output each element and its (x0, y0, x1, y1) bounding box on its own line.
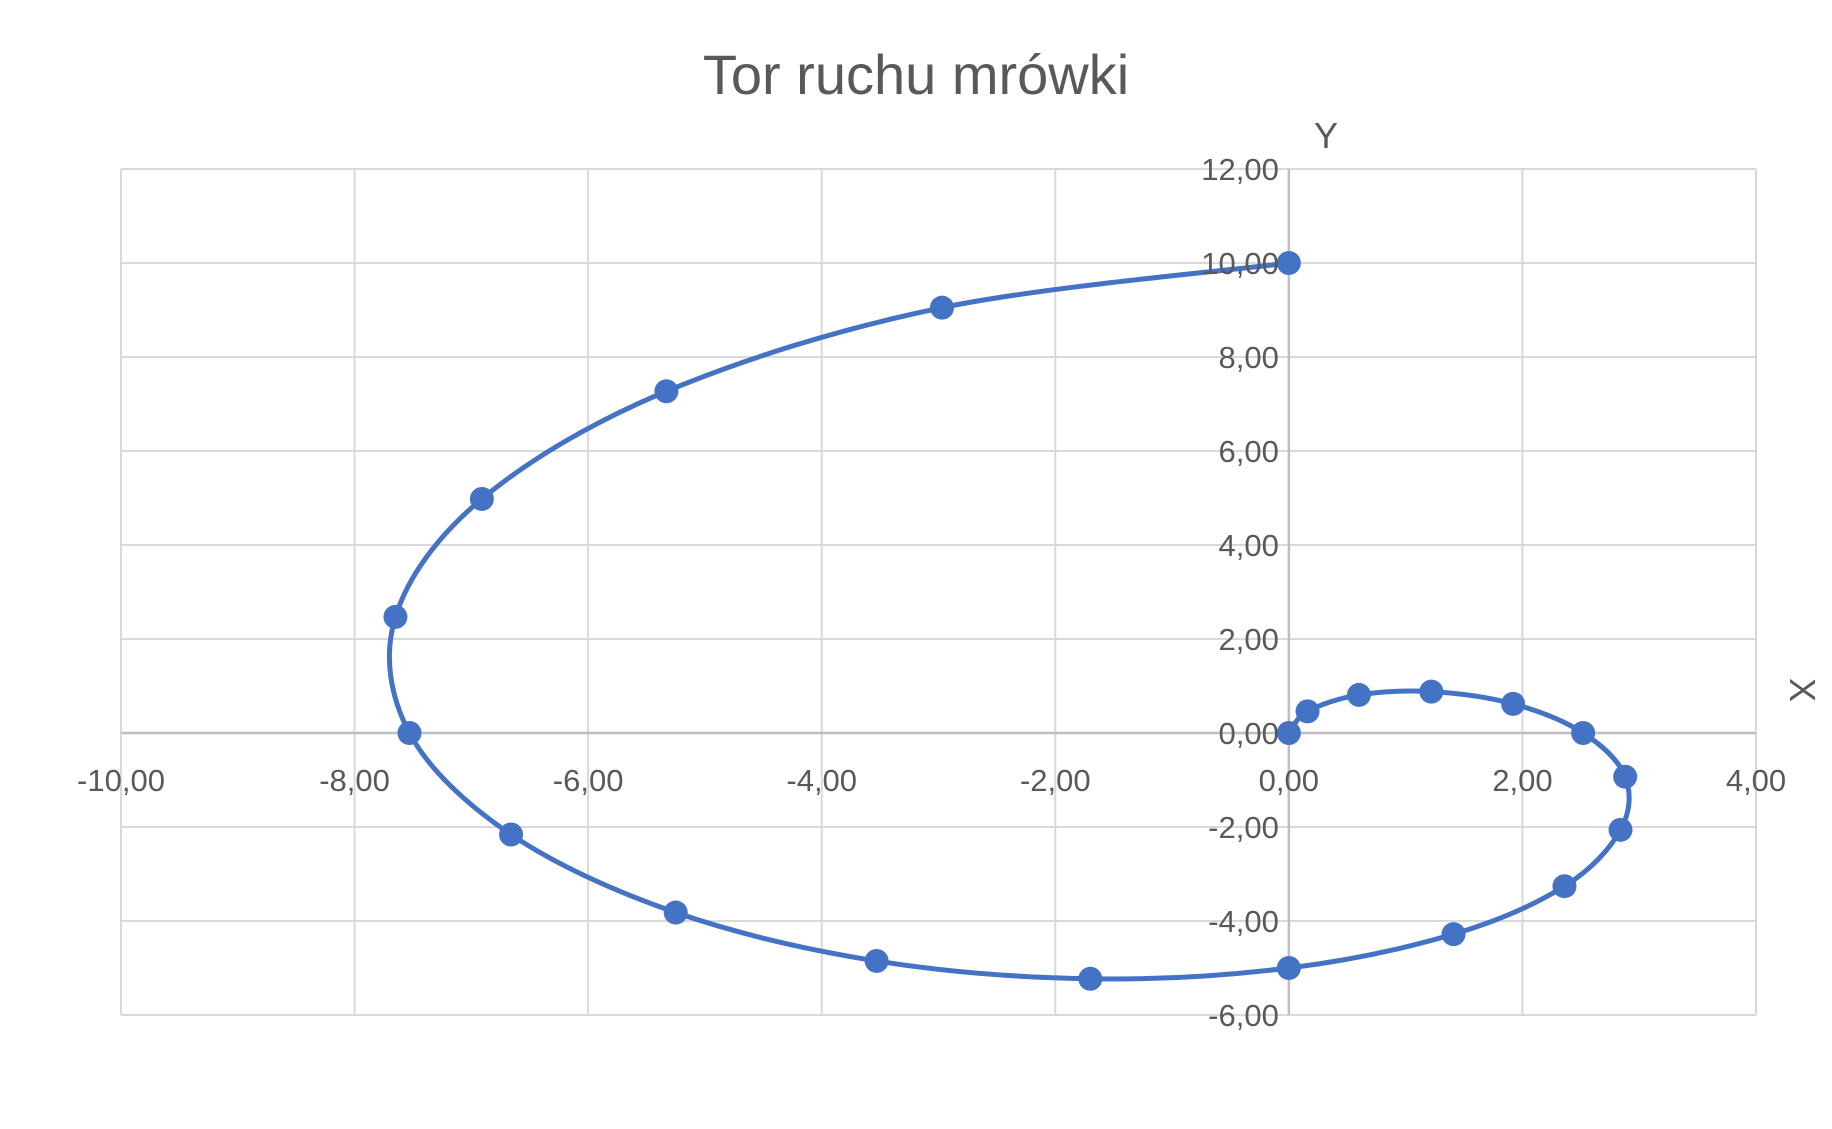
data-point (1419, 679, 1444, 704)
data-point (1571, 721, 1596, 745)
data-point (499, 822, 524, 847)
x-axis-title: X (1782, 678, 1823, 702)
series (383, 251, 1638, 991)
y-tick-label: -4,00 (1208, 904, 1279, 939)
y-tick-label: -6,00 (1208, 998, 1279, 1033)
y-tick-label: 8,00 (1219, 340, 1279, 375)
x-tick-label: -10,00 (77, 763, 165, 798)
data-point (1295, 699, 1320, 724)
y-tick-label: 2,00 (1219, 622, 1279, 657)
data-point (1501, 691, 1526, 716)
chart-title: Tor ruchu mrówki (703, 43, 1129, 106)
data-point (1552, 874, 1577, 899)
x-tick-label: 2,00 (1492, 763, 1552, 798)
data-point (864, 948, 889, 973)
y-tick-label: 4,00 (1219, 528, 1279, 563)
data-point (1613, 764, 1638, 789)
gridlines (120, 168, 1757, 1016)
y-tick-label: -2,00 (1208, 810, 1279, 845)
x-tick-label: -8,00 (319, 763, 390, 798)
data-point (1276, 956, 1301, 980)
data-point (930, 295, 955, 320)
data-point (663, 900, 688, 925)
tick-labels: -10,00 -8,00 -6,00 -4,00 -2,00 0,00 2,00 4,00 -6… (77, 152, 1786, 1033)
x-tick-label: 4,00 (1726, 763, 1786, 798)
series-line (386, 260, 1632, 982)
data-point (1276, 721, 1301, 745)
data-point (1346, 682, 1371, 707)
x-tick-label: -6,00 (553, 763, 624, 798)
axes (121, 169, 1756, 1015)
data-point (1441, 922, 1466, 947)
y-tick-label: 10,00 (1201, 246, 1279, 281)
x-tick-label: -4,00 (786, 763, 857, 798)
data-point (383, 604, 408, 629)
y-tick-label: 0,00 (1219, 716, 1279, 751)
x-tick-label: -2,00 (1020, 763, 1091, 798)
data-point (397, 721, 422, 745)
data-point (654, 379, 679, 404)
data-point (469, 486, 494, 511)
x-tick-label: 0,00 (1259, 763, 1319, 798)
y-tick-label: 12,00 (1201, 152, 1279, 187)
data-point (1276, 251, 1301, 275)
data-point (1078, 966, 1103, 991)
data-point (1608, 817, 1633, 842)
y-tick-label: 6,00 (1219, 434, 1279, 469)
y-axis-title: Y (1314, 115, 1338, 156)
